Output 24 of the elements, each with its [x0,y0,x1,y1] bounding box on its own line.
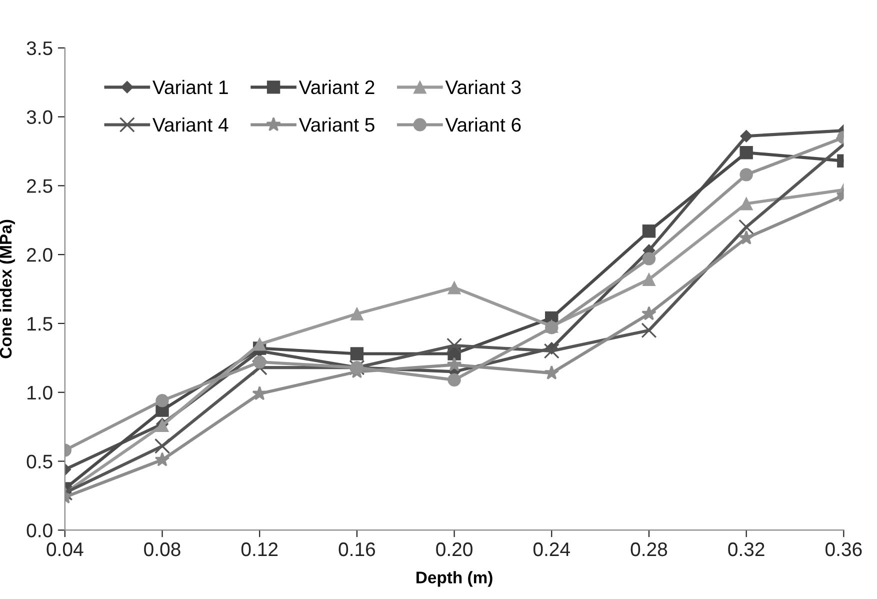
y-tick-label: 0.0 [26,524,52,538]
y-tick-label: 3.5 [26,41,52,56]
y-tick-label: 1.5 [28,317,52,331]
legend-label: Variant 3 [445,80,521,94]
x-tick-label: 0.16 [338,542,376,556]
y-tick-label: 1.0 [28,386,52,400]
x-tick-label: 0.24 [533,542,570,556]
legend-label: Variant 2 [298,80,374,94]
legend-label: Variant 6 [445,117,521,132]
legend-label: Variant 5 [298,117,374,132]
legend-label: Variant 1 [152,80,228,94]
x-tick-label: 0.32 [728,542,764,556]
x-tick-label: 0.28 [630,542,668,556]
y-tick-label: 2.5 [27,179,52,193]
y-tick-label: 0.5 [26,454,52,468]
x-tick-label: 0.12 [241,542,278,556]
x-tick-label: 0.36 [826,542,862,556]
x-tick-label: 0.20 [436,542,472,556]
x-tick-label: 0.08 [144,542,180,556]
y-tick-label: 3.0 [26,110,52,124]
legend-label: Variant 4 [152,117,228,132]
y-tick-label: 2.0 [27,248,52,262]
x-tick-label: 0.04 [46,542,84,556]
x-axis-title: Depth (m) [416,571,492,587]
